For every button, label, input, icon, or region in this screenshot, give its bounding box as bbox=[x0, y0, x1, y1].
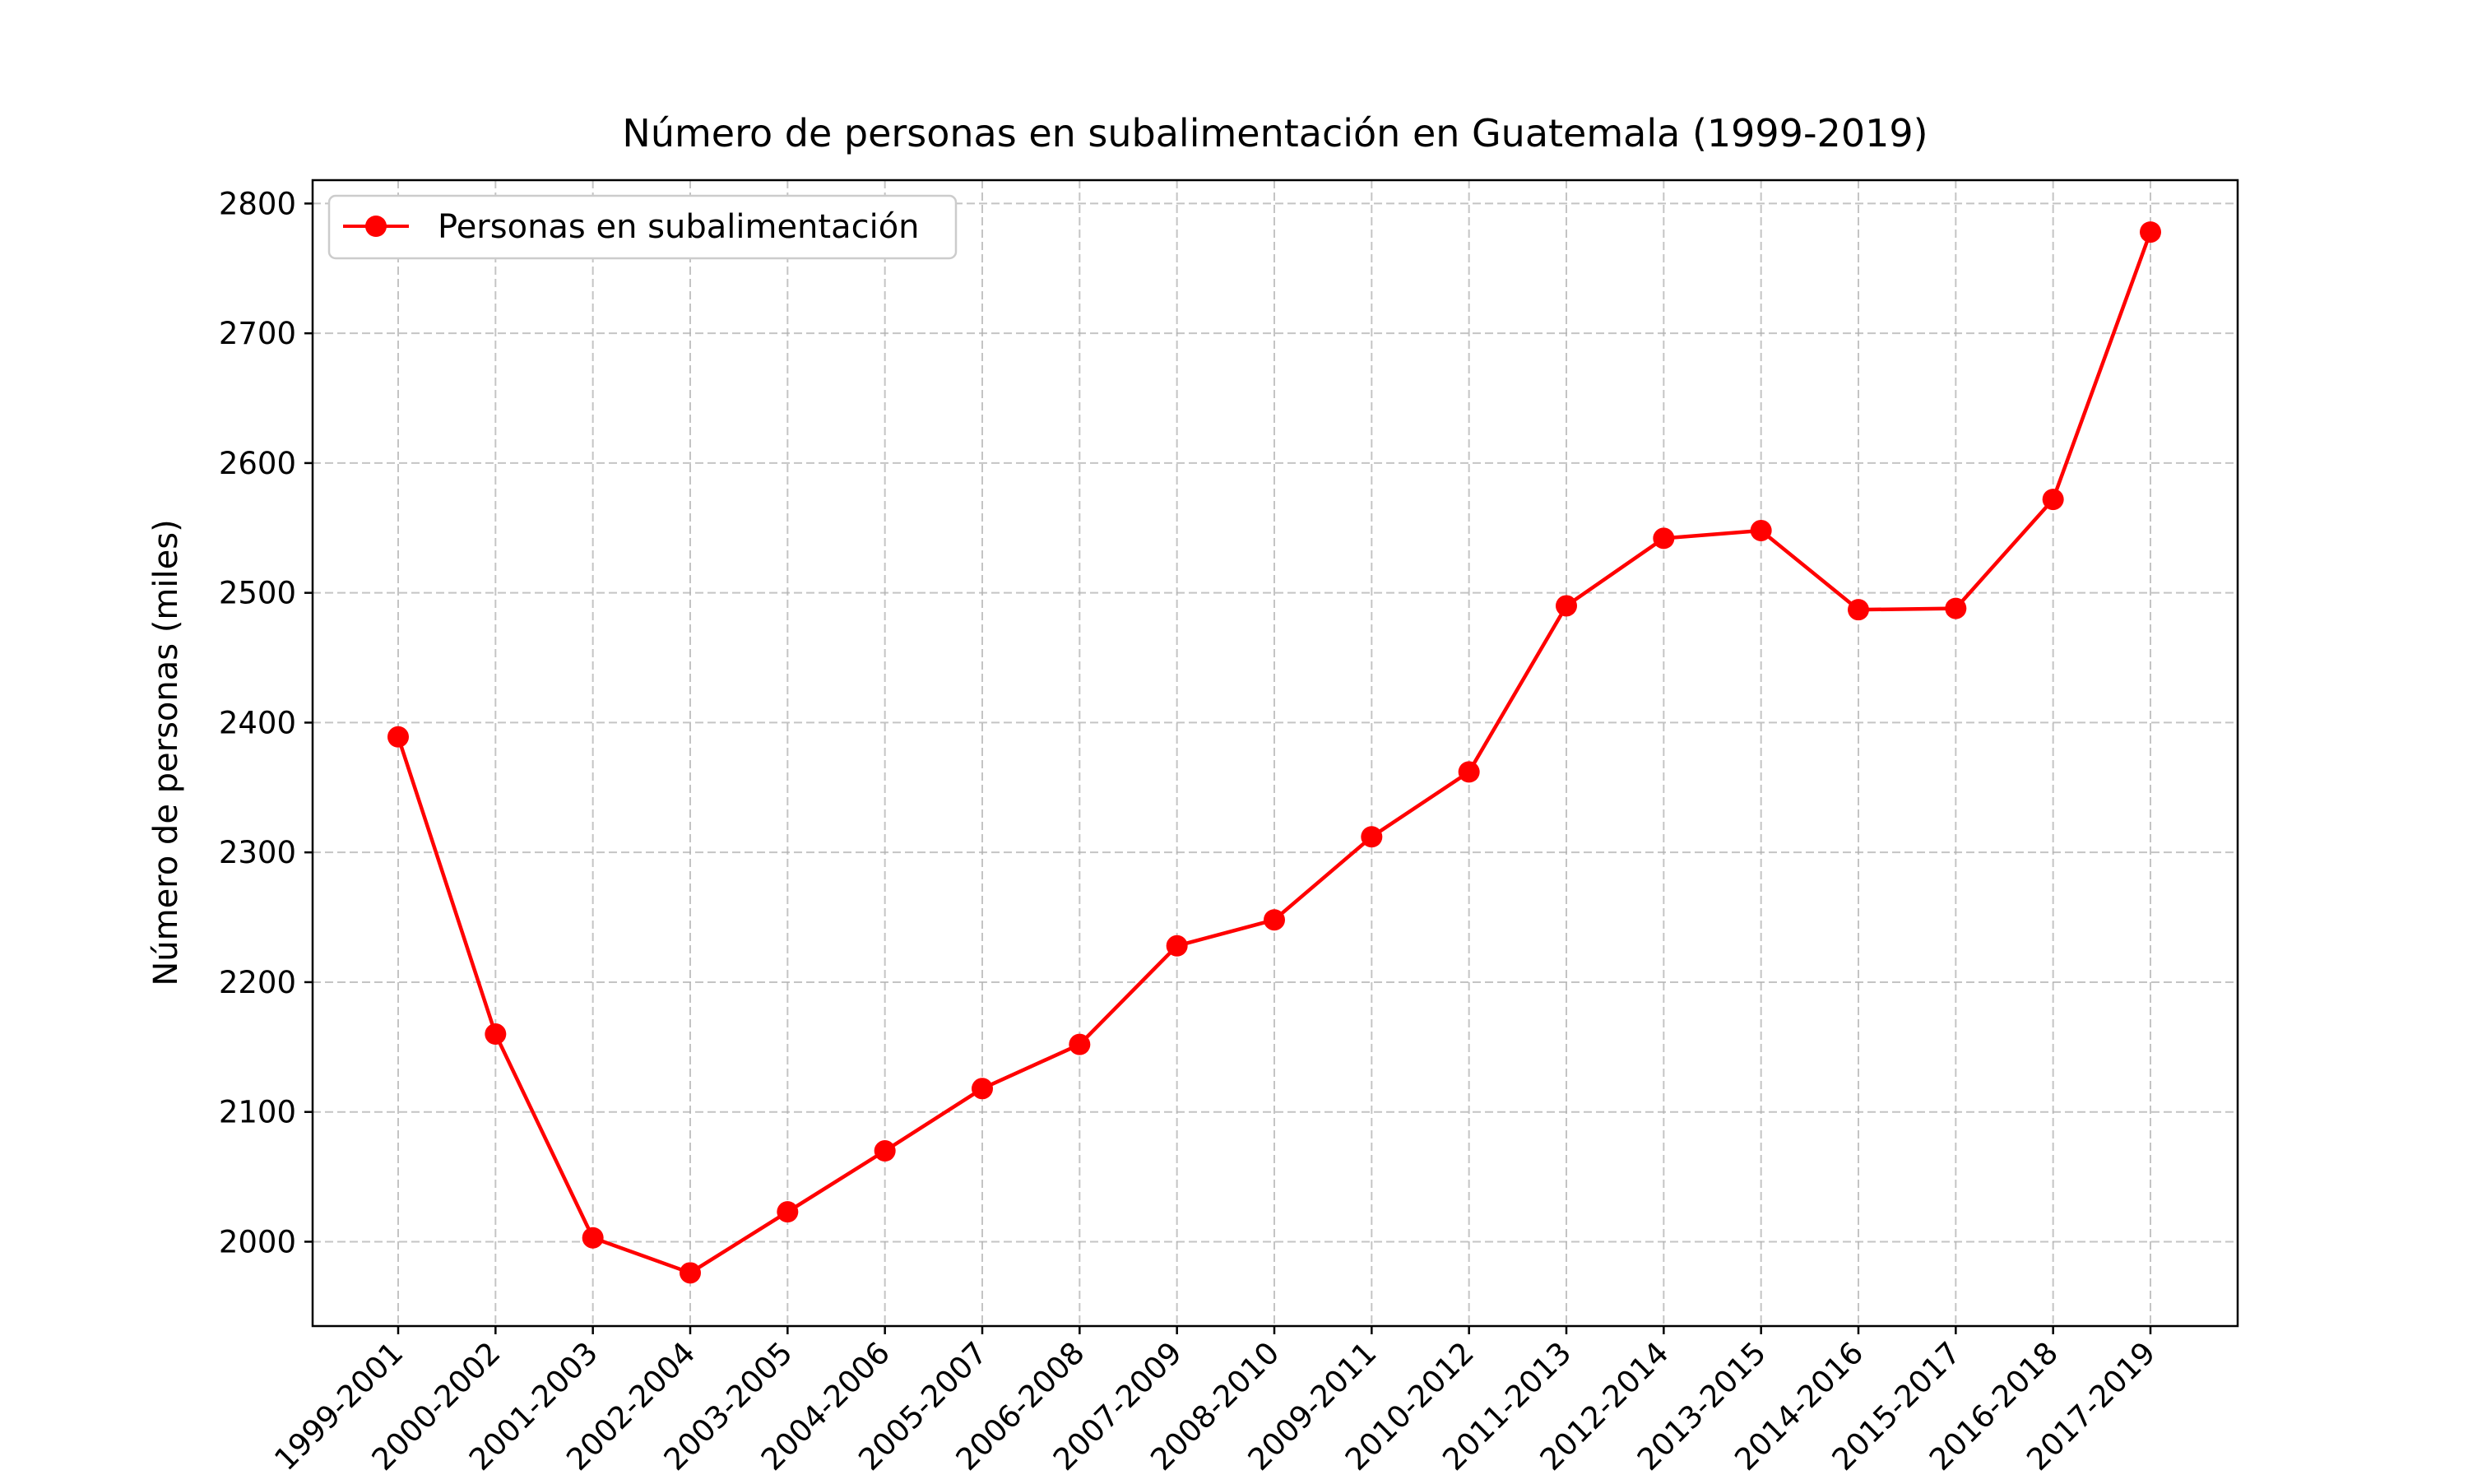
data-point bbox=[582, 1227, 604, 1249]
y-tick-label: 2500 bbox=[219, 576, 296, 611]
data-point bbox=[2042, 489, 2064, 511]
y-tick-label: 2800 bbox=[219, 186, 296, 221]
data-point bbox=[874, 1140, 896, 1162]
chart-title: Número de personas en subalimentación en… bbox=[622, 111, 1928, 155]
y-tick-label: 2200 bbox=[219, 965, 296, 1000]
y-axis-label: Número de personas (miles) bbox=[147, 519, 185, 985]
data-point bbox=[1264, 909, 1285, 931]
data-point bbox=[387, 726, 409, 748]
data-point bbox=[2140, 221, 2161, 243]
y-tick-label: 2600 bbox=[219, 446, 296, 481]
legend-box bbox=[327, 194, 958, 260]
data-point bbox=[1750, 519, 1772, 541]
data-point bbox=[1361, 826, 1383, 848]
y-axis: 2000 2100 2200 2300 2400 2500 2600 2700 2800 bbox=[219, 186, 313, 1259]
legend-marker-swatch bbox=[365, 216, 387, 237]
y-tick-label: 2700 bbox=[219, 316, 296, 351]
y-tick-label: 2100 bbox=[219, 1095, 296, 1130]
data-point bbox=[1945, 597, 1967, 619]
y-tick-label: 2000 bbox=[219, 1224, 296, 1259]
data-point bbox=[1458, 761, 1480, 783]
data-point bbox=[485, 1023, 507, 1046]
data-point bbox=[1653, 527, 1675, 550]
legend-label: Personas en subalimentación bbox=[438, 208, 920, 246]
legend: Personas en subalimentación bbox=[327, 194, 958, 260]
data-point bbox=[1556, 595, 1577, 617]
series-layer bbox=[387, 221, 2161, 1284]
data-point bbox=[972, 1078, 993, 1100]
y-tick-label: 2400 bbox=[219, 705, 296, 740]
data-point bbox=[777, 1201, 799, 1223]
data-point bbox=[1848, 599, 1869, 621]
data-point bbox=[1069, 1033, 1091, 1055]
y-tick-label: 2300 bbox=[219, 835, 296, 870]
data-point bbox=[680, 1262, 701, 1284]
data-point bbox=[1166, 934, 1188, 957]
